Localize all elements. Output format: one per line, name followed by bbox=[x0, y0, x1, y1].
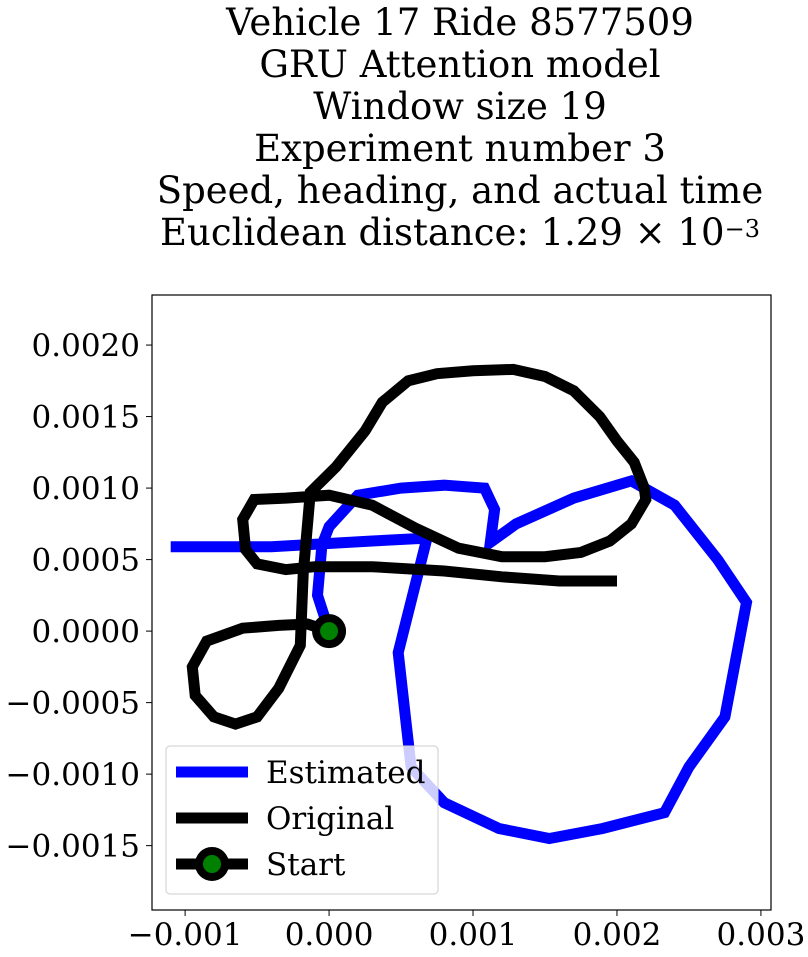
title-line-4: Experiment number 3 bbox=[254, 127, 666, 170]
y-tick-label: −0.0015 bbox=[6, 829, 140, 865]
y-tick-label: 0.0005 bbox=[32, 543, 140, 579]
title-line-3: Window size 19 bbox=[313, 85, 607, 128]
y-tick-label: 0.0000 bbox=[32, 614, 140, 650]
title-distance-exponent: −3 bbox=[724, 215, 760, 243]
x-tick-label: 0.002 bbox=[573, 917, 662, 953]
y-tick-label: 0.0010 bbox=[32, 471, 140, 507]
title-distance: Euclidean distance: 1.29 × 10 bbox=[160, 211, 725, 254]
plot-frame bbox=[151, 294, 772, 911]
x-tick-label: 0.003 bbox=[717, 917, 806, 953]
y-tick-label: −0.0010 bbox=[6, 757, 140, 793]
legend-original-label: Original bbox=[266, 801, 394, 837]
x-tick-label: 0.000 bbox=[285, 917, 374, 953]
y-tick-label: 0.0020 bbox=[32, 328, 140, 364]
start-marker bbox=[312, 614, 347, 649]
legend-estimated-label: Estimated bbox=[266, 755, 425, 791]
y-tick-label: −0.0005 bbox=[6, 686, 140, 722]
legend-box bbox=[165, 745, 439, 895]
title-line-5: Speed, heading, and actual time bbox=[156, 169, 764, 212]
legend: Estimated Original Start bbox=[165, 745, 439, 895]
y-tick-label: 0.0015 bbox=[32, 400, 140, 436]
x-axis: −0.001 0.000 0.001 0.002 0.003 bbox=[128, 910, 806, 953]
series-estimated-line bbox=[170, 474, 753, 845]
chart-title: Vehicle 17 Ride 8577509 GRU Attention mo… bbox=[60, 2, 808, 254]
plot-area bbox=[170, 363, 753, 845]
y-axis: 0.0020 0.0015 0.0010 0.0005 0.0000 −0.0005 −0.… bbox=[6, 328, 152, 865]
legend-start-label: Start bbox=[266, 847, 346, 883]
x-tick-label: −0.001 bbox=[128, 917, 243, 953]
x-tick-label: 0.001 bbox=[429, 917, 518, 953]
legend-start-marker bbox=[195, 847, 229, 881]
title-line-2: GRU Attention model bbox=[259, 43, 661, 86]
title-line-1: Vehicle 17 Ride 8577509 bbox=[226, 1, 694, 44]
series-original-line bbox=[186, 363, 652, 730]
title-line-6: Euclidean distance: 1.29 × 10−3 bbox=[60, 212, 808, 254]
